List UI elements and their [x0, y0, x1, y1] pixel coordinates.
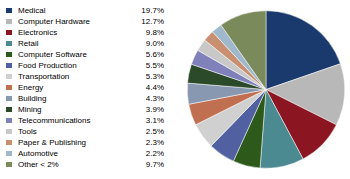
- svg-text:Retail: Retail: [18, 39, 39, 48]
- svg-text:Electronics: Electronics: [18, 28, 57, 37]
- svg-text:Energy: Energy: [18, 83, 43, 92]
- svg-text:4.3%: 4.3%: [146, 94, 164, 103]
- svg-text:5.5%: 5.5%: [146, 61, 164, 70]
- svg-text:3.1%: 3.1%: [146, 116, 164, 125]
- svg-text:Automotive: Automotive: [18, 149, 59, 158]
- svg-text:Paper & Publishing: Paper & Publishing: [18, 138, 86, 147]
- svg-text:2.2%: 2.2%: [146, 149, 164, 158]
- svg-text:4.4%: 4.4%: [146, 83, 164, 92]
- svg-text:2.3%: 2.3%: [146, 138, 164, 147]
- svg-text:9.8%: 9.8%: [146, 28, 164, 37]
- svg-text:Computer Software: Computer Software: [18, 50, 87, 59]
- svg-text:19.7%: 19.7%: [141, 6, 164, 15]
- svg-text:Computer Hardware: Computer Hardware: [18, 17, 91, 26]
- svg-text:9.0%: 9.0%: [146, 39, 164, 48]
- svg-text:Tools: Tools: [18, 127, 37, 136]
- svg-text:Mining: Mining: [18, 105, 42, 114]
- svg-text:Food Production: Food Production: [18, 61, 77, 70]
- svg-text:Building: Building: [18, 94, 46, 103]
- svg-text:9.7%: 9.7%: [146, 160, 164, 169]
- svg-text:2.5%: 2.5%: [146, 127, 164, 136]
- svg-text:5.6%: 5.6%: [146, 50, 164, 59]
- svg-text:5.3%: 5.3%: [146, 72, 164, 81]
- svg-text:3.9%: 3.9%: [146, 105, 164, 114]
- svg-text:12.7%: 12.7%: [141, 17, 164, 26]
- svg-text:Transportation: Transportation: [18, 72, 69, 81]
- svg-text:Medical: Medical: [18, 6, 46, 15]
- svg-text:Other < 2%: Other < 2%: [18, 160, 59, 169]
- svg-text:Telecommunications: Telecommunications: [18, 116, 90, 125]
